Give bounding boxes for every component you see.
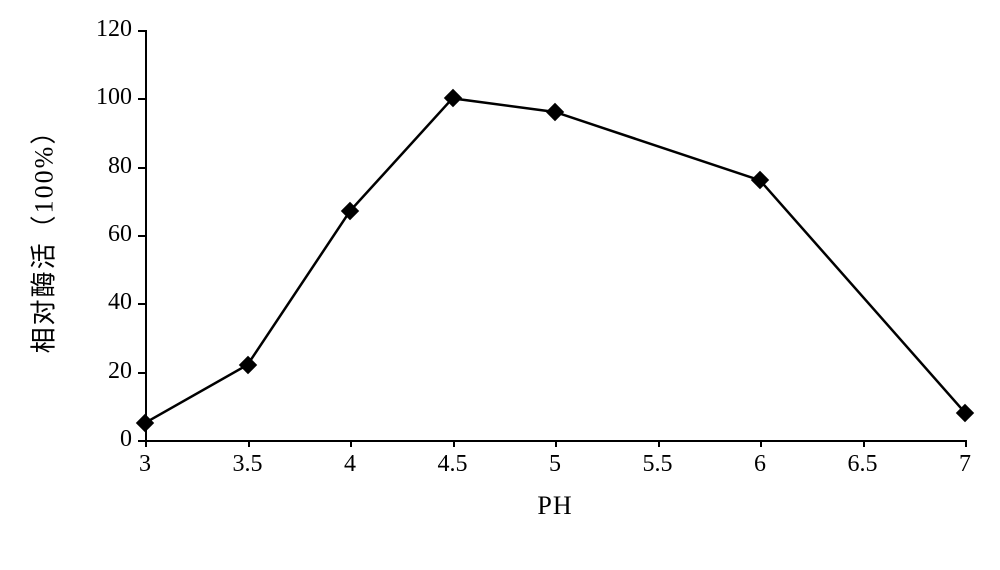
- data-line: [0, 0, 1000, 570]
- chart-container: 相对酶活（100%） PH 02040608010012033.544.555.…: [0, 0, 1000, 570]
